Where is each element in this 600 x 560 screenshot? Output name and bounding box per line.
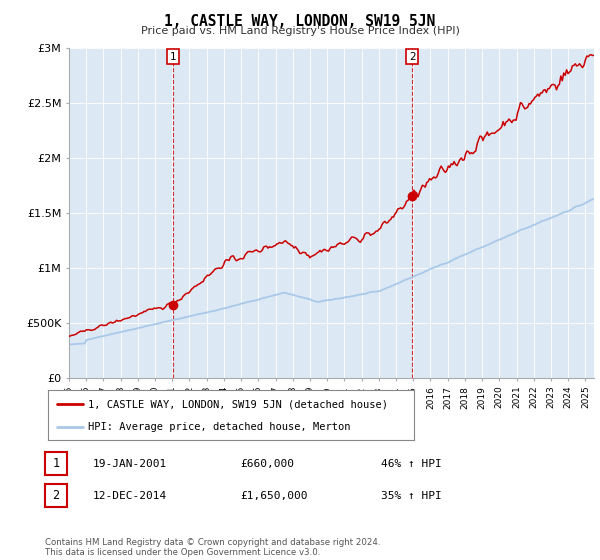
- Text: £1,650,000: £1,650,000: [240, 491, 308, 501]
- Text: 35% ↑ HPI: 35% ↑ HPI: [381, 491, 442, 501]
- Text: 1, CASTLE WAY, LONDON, SW19 5JN: 1, CASTLE WAY, LONDON, SW19 5JN: [164, 14, 436, 29]
- Text: 2: 2: [409, 52, 416, 62]
- Text: 46% ↑ HPI: 46% ↑ HPI: [381, 459, 442, 469]
- Text: £660,000: £660,000: [240, 459, 294, 469]
- Text: Contains HM Land Registry data © Crown copyright and database right 2024.
This d: Contains HM Land Registry data © Crown c…: [45, 538, 380, 557]
- Text: HPI: Average price, detached house, Merton: HPI: Average price, detached house, Mert…: [88, 422, 351, 432]
- Text: 19-JAN-2001: 19-JAN-2001: [93, 459, 167, 469]
- Text: 1: 1: [53, 457, 59, 470]
- Text: Price paid vs. HM Land Registry's House Price Index (HPI): Price paid vs. HM Land Registry's House …: [140, 26, 460, 36]
- Text: 2: 2: [53, 489, 59, 502]
- Text: 1, CASTLE WAY, LONDON, SW19 5JN (detached house): 1, CASTLE WAY, LONDON, SW19 5JN (detache…: [88, 399, 388, 409]
- Text: 1: 1: [170, 52, 176, 62]
- Text: 12-DEC-2014: 12-DEC-2014: [93, 491, 167, 501]
